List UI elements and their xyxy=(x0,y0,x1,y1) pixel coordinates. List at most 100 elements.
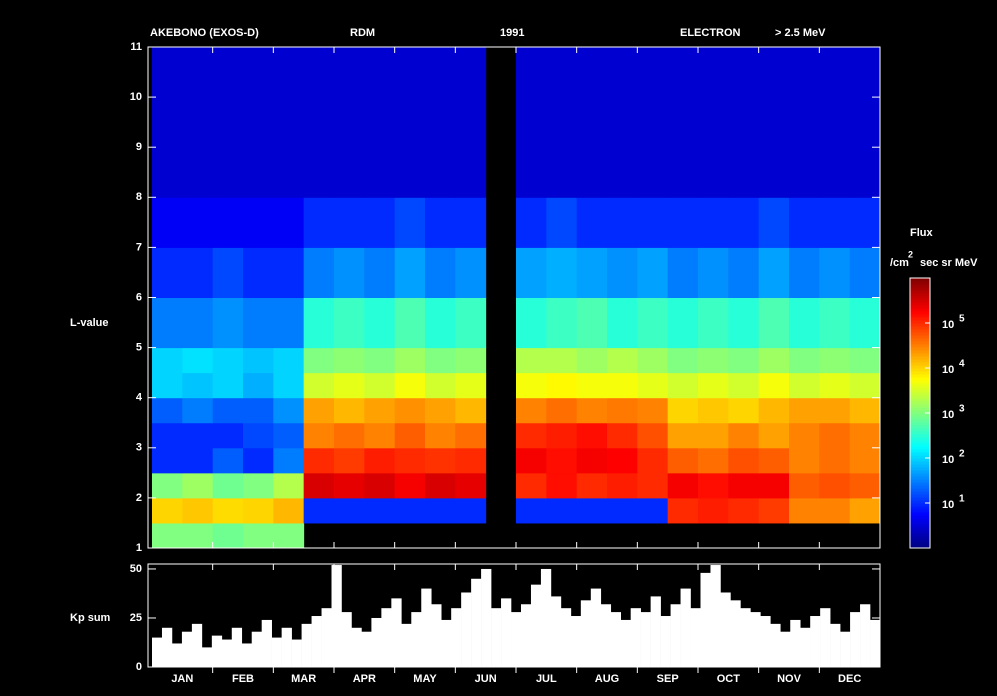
heatmap-cell xyxy=(576,347,608,374)
heatmap-cell xyxy=(243,522,274,549)
heatmap-cell xyxy=(334,422,365,449)
heatmap-cell xyxy=(607,147,638,198)
heatmap-cell xyxy=(698,347,729,374)
colorbar-tick-exponent: 3 xyxy=(959,404,965,415)
colorbar-segment xyxy=(910,365,930,369)
heatmap-cell xyxy=(607,347,638,374)
heatmap-cell xyxy=(364,197,396,248)
heatmap-cell xyxy=(758,472,790,499)
x-tick-label: DEC xyxy=(838,673,861,685)
heatmap-cell xyxy=(152,297,183,349)
heatmap-cell xyxy=(303,422,335,449)
heatmap-cell xyxy=(243,472,274,499)
heatmap-cell xyxy=(455,397,487,424)
heatmap-cell xyxy=(394,297,426,349)
heatmap-cell xyxy=(212,197,244,248)
bar xyxy=(501,598,512,667)
bar xyxy=(860,604,871,667)
heatmap-cell xyxy=(667,347,699,374)
heatmap-cell xyxy=(758,197,790,248)
heatmap-cell xyxy=(303,297,335,349)
colorbar-segment xyxy=(910,464,930,468)
heatmap-cell xyxy=(819,422,851,449)
heatmap-cell xyxy=(667,47,699,148)
heatmap-cell xyxy=(425,247,456,298)
heatmap-cell xyxy=(728,472,760,499)
bar xyxy=(590,588,602,667)
heatmap-cell xyxy=(667,422,699,449)
colorbar-units: /cm xyxy=(890,257,909,269)
heatmap-cell xyxy=(364,147,396,198)
y-tick-label: 5 xyxy=(136,342,142,354)
heatmap-cell xyxy=(394,472,426,499)
heatmap-cell xyxy=(667,147,699,198)
bar xyxy=(550,596,562,667)
heatmap-cell xyxy=(182,247,214,298)
heatmap-cell xyxy=(546,372,578,399)
heatmap-cell xyxy=(394,397,426,424)
bar xyxy=(760,616,771,667)
bar xyxy=(720,592,731,667)
heatmap-cell xyxy=(637,347,669,374)
heatmap-cell xyxy=(243,147,274,198)
y-tick-label: 3 xyxy=(136,442,142,454)
bar xyxy=(351,627,362,667)
heatmap-cell xyxy=(728,297,760,349)
heatmap-cell xyxy=(273,497,305,524)
heatmap-cell xyxy=(667,197,699,248)
heatmap-cell xyxy=(152,347,183,374)
colorbar-segment xyxy=(910,344,930,348)
heatmap-cell xyxy=(364,247,396,298)
colorbar-segment xyxy=(910,428,930,432)
colorbar-tick-label: 10 xyxy=(942,409,954,421)
heatmap-cell xyxy=(546,422,578,449)
heatmap-cell xyxy=(303,197,335,248)
heatmap-cell xyxy=(425,372,456,399)
heatmap-cell xyxy=(182,422,214,449)
heatmap-cell xyxy=(243,497,274,524)
bar xyxy=(790,619,801,667)
heatmap-cell xyxy=(455,297,487,349)
heatmap-cell xyxy=(637,197,669,248)
heatmap-cell xyxy=(698,147,729,198)
heatmap-cell xyxy=(576,422,608,449)
heatmap-cell xyxy=(546,497,578,524)
x-tick-label: APR xyxy=(353,673,376,685)
x-tick-label: SEP xyxy=(657,673,679,685)
heatmap-cell xyxy=(849,397,881,424)
heatmap-cell xyxy=(789,347,820,374)
heatmap-cell xyxy=(182,47,214,148)
heatmap-cell xyxy=(455,447,487,474)
heatmap-cell xyxy=(789,472,820,499)
heatmap-cell xyxy=(273,447,305,474)
heatmap-cell xyxy=(849,247,881,298)
bar xyxy=(830,623,841,667)
bar xyxy=(171,643,183,667)
bar xyxy=(810,616,821,667)
colorbar-segment xyxy=(910,482,930,486)
heatmap-cell xyxy=(546,297,578,349)
heatmap-cell xyxy=(212,247,244,298)
colorbar-segment xyxy=(910,470,930,474)
heatmap-cell xyxy=(152,147,183,198)
bar xyxy=(481,568,492,667)
colorbar-segment xyxy=(910,308,930,312)
bar xyxy=(431,604,442,667)
colorbar-segment xyxy=(910,506,930,510)
bar xyxy=(401,623,412,667)
colorbar-segment xyxy=(910,311,930,315)
heatmap-cell xyxy=(182,447,214,474)
heatmap-cell xyxy=(576,47,608,148)
bar xyxy=(560,608,572,667)
bar xyxy=(341,612,352,667)
x-tick-label: JAN xyxy=(171,673,193,685)
heatmap-cell xyxy=(849,372,881,399)
header: RDM xyxy=(350,27,375,39)
heatmap-cell xyxy=(394,347,426,374)
heatmap-cell xyxy=(182,522,214,549)
heatmap-cell xyxy=(364,422,396,449)
colorbar-segment xyxy=(910,371,930,375)
y-tick-label: 8 xyxy=(136,191,142,203)
colorbar-segment xyxy=(910,368,930,372)
colorbar-segment xyxy=(910,452,930,456)
